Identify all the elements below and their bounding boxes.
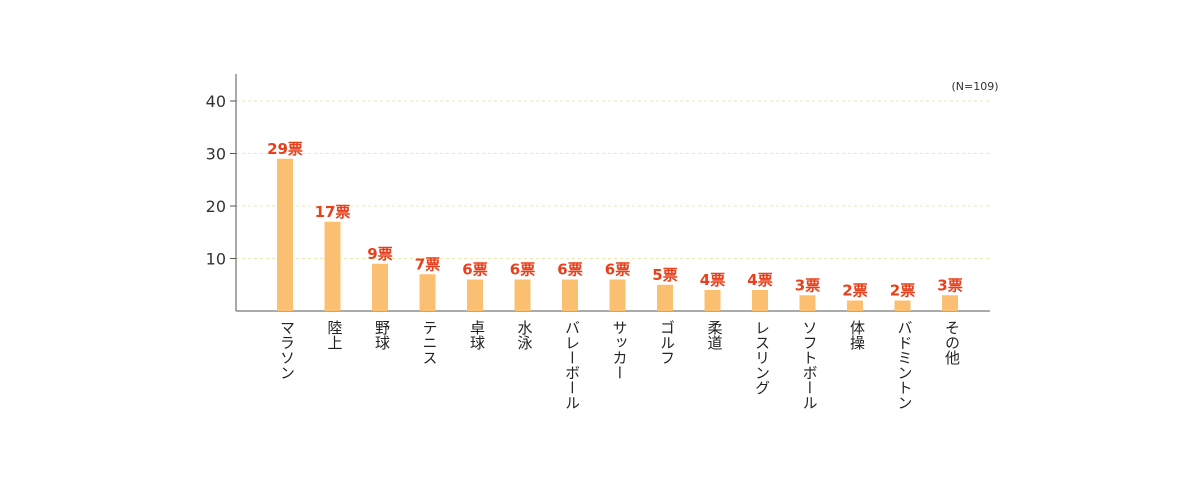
data-label: 6票 bbox=[557, 261, 582, 279]
data-label: 4票 bbox=[747, 271, 772, 289]
category-label: マラソン bbox=[278, 320, 296, 380]
sample-size-note: (N=109) bbox=[951, 80, 998, 93]
y-ticks: 10 20 30 40 bbox=[206, 92, 236, 269]
category-label: 柔道 bbox=[706, 320, 724, 350]
y-tick-label: 20 bbox=[206, 197, 226, 216]
data-label: 2票 bbox=[842, 282, 867, 300]
bar bbox=[704, 290, 721, 311]
category-label: テニス bbox=[421, 320, 439, 365]
bar bbox=[277, 158, 293, 311]
category-label: 陸上 bbox=[326, 320, 344, 350]
data-label: 3票 bbox=[795, 276, 820, 294]
bar bbox=[894, 300, 911, 311]
category-label: 野球 bbox=[373, 320, 391, 350]
data-label: 7票 bbox=[415, 255, 440, 273]
data-label: 29票 bbox=[267, 140, 303, 158]
category-label: 卓球 bbox=[468, 320, 486, 350]
grid-lines bbox=[236, 100, 990, 259]
category-label: サッカー bbox=[611, 320, 629, 380]
data-labels: 29票 17票 9票 7票 6票 6票 6票 6票 5票 4票 4票 3票 2票 2票 3票 bbox=[267, 140, 963, 300]
bar bbox=[324, 221, 341, 311]
category-label: ソフトボール bbox=[801, 320, 819, 410]
data-label: 6票 bbox=[462, 261, 487, 279]
bar bbox=[942, 295, 958, 311]
bar bbox=[657, 284, 673, 311]
category-label: レスリング bbox=[753, 320, 771, 395]
bar bbox=[514, 279, 531, 311]
category-label: その他 bbox=[943, 320, 961, 366]
bar bbox=[609, 279, 626, 311]
category-label: バドミントン bbox=[896, 320, 914, 410]
data-label: 6票 bbox=[510, 261, 535, 279]
y-tick-label: 10 bbox=[206, 250, 226, 269]
category-label: 水泳 bbox=[516, 320, 534, 351]
bar bbox=[752, 290, 768, 311]
category-label: 体操 bbox=[848, 320, 866, 351]
data-label: 5票 bbox=[652, 266, 677, 284]
bar bbox=[799, 295, 816, 311]
bar bbox=[562, 279, 578, 311]
data-label: 9票 bbox=[367, 245, 392, 263]
bar bbox=[467, 279, 483, 311]
category-labels: マラソン 陸上 野球 テニス 卓球 水泳 バレーボール サッカー ゴルフ 柔道 レスリング ソフトボー… bbox=[278, 320, 961, 410]
data-label: 4票 bbox=[700, 271, 725, 289]
bar bbox=[372, 263, 388, 311]
bar bbox=[847, 300, 863, 311]
bar bbox=[419, 274, 436, 311]
y-tick-label: 30 bbox=[206, 145, 226, 164]
data-label: 3票 bbox=[937, 276, 962, 294]
data-label: 17票 bbox=[315, 203, 351, 221]
category-label: ゴルフ bbox=[658, 320, 676, 365]
bars bbox=[277, 158, 958, 311]
category-label: バレーボール bbox=[563, 320, 581, 410]
data-label: 2票 bbox=[890, 282, 915, 300]
data-label: 6票 bbox=[605, 261, 630, 279]
y-tick-label: 40 bbox=[206, 92, 226, 111]
